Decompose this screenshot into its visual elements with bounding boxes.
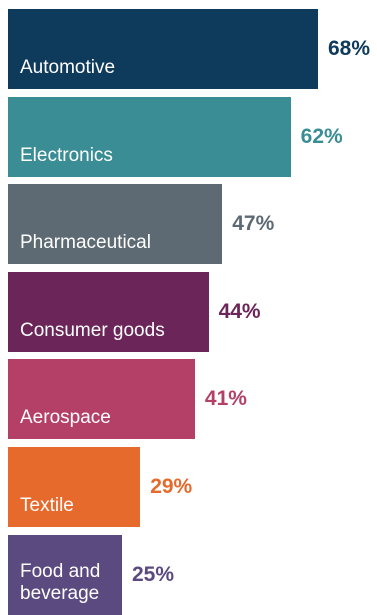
- category-label: Textile: [20, 495, 74, 516]
- category-label: Aerospace: [20, 407, 111, 429]
- bar-consumer-goods: Consumer goods: [8, 271, 209, 352]
- value-label: 44%: [218, 299, 261, 323]
- value-label: 29%: [150, 475, 193, 498]
- category-label: Automotive: [20, 57, 116, 78]
- value-label: 47%: [232, 212, 275, 236]
- bar-textile: Textile: [8, 447, 141, 527]
- bar-aerospace: Aerospace: [8, 359, 195, 440]
- bar-automotive: Automotive: [8, 9, 318, 89]
- category-label: Consumer goods: [20, 319, 165, 341]
- category-label: Pharmaceutical: [20, 232, 151, 254]
- value-label: 68%: [328, 37, 371, 60]
- value-label: 62%: [300, 124, 343, 148]
- value-label: 41%: [204, 387, 247, 411]
- bar-electronics: Electronics: [8, 96, 291, 177]
- category-label: Food and beverage: [20, 560, 101, 604]
- bar-pharmaceutical: Pharmaceutical: [8, 184, 223, 265]
- value-label: 25%: [131, 562, 174, 586]
- category-label: Electronics: [20, 144, 113, 166]
- bar-food-and-beverage: Food and beverage: [8, 534, 122, 615]
